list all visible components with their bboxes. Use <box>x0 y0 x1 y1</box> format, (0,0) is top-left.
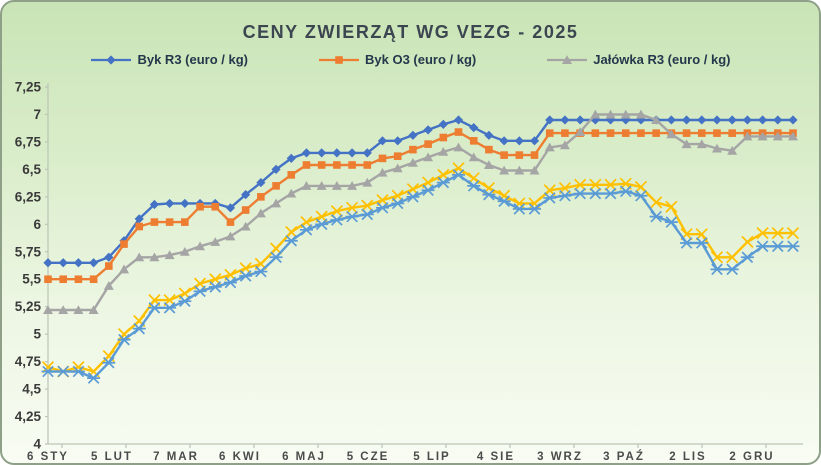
x-axis-label: 3 WRZ <box>537 451 583 463</box>
x-axis-label: 5 LIP <box>413 451 450 463</box>
y-axis: 7,25 7 6,75 6,5 6,25 6 5,75 5,5 5,25 5 4,75 4,5 4,25… <box>15 80 49 452</box>
y-axis-label: 6 <box>33 217 41 232</box>
x-axis-label: 6 KWI <box>219 451 261 463</box>
x-axis-label: 5 LUT <box>91 451 133 463</box>
series-line-unlabeled-yellow <box>46 167 795 373</box>
y-axis-label: 5 <box>33 327 41 342</box>
legend-marker-byk-r3-icon <box>91 54 132 65</box>
x-axis-label: 2 LIS <box>669 451 706 463</box>
x-axis-label: 7 MAR <box>153 451 199 463</box>
x-axis-label: 6 STY <box>27 451 69 463</box>
x-axis: 6 STY 5 LUT 7 MAR 6 KWI 6 MAJ 5 CZE 5 LIP 4 SIE… <box>27 443 803 463</box>
y-axis-label: 6,75 <box>15 134 42 149</box>
y-axis-label: 4,75 <box>15 354 42 369</box>
series-unlabeled-yellow <box>41 162 800 378</box>
x-axis-label: 2 GRU <box>729 451 774 463</box>
x-axis-label: 3 PAŹ <box>603 450 645 463</box>
chart-legend: Byk R3 (euro / kg) Byk O3 (euro / kg) Jałó… <box>2 52 819 67</box>
chart-title: CENY ZWIERZĄT WG VEZG - 2025 <box>242 22 579 42</box>
y-axis-label: 6,5 <box>22 162 41 177</box>
legend-marker-jalowka-r3-icon <box>547 54 588 64</box>
y-axis-label: 7,25 <box>15 80 42 95</box>
y-axis-label: 5,5 <box>22 272 41 287</box>
legend-label-jalowka-r3: Jałówka R3 (euro / kg) <box>593 52 731 67</box>
y-axis-label: 4,25 <box>15 409 42 424</box>
y-axis-label: 4,5 <box>22 382 41 397</box>
x-axis-label: 5 CZE <box>347 451 390 463</box>
series-unlabeled-light-blue <box>41 169 800 384</box>
y-axis-label: 6,25 <box>15 189 42 204</box>
series-line-jalowka-r3 <box>46 113 795 312</box>
legend-item-byk-r3: Byk R3 (euro / kg) <box>90 52 248 67</box>
x-axis-label: 6 MAJ <box>282 451 326 463</box>
legend-item-jalowka-r3: Jałówka R3 (euro / kg) <box>546 52 731 67</box>
y-axis-label: 5,25 <box>15 299 42 314</box>
legend-item-byk-o3: Byk O3 (euro / kg) <box>318 52 476 67</box>
x-axis-label: 4 SIE <box>477 451 515 463</box>
legend-label-byk-r3: Byk R3 (euro / kg) <box>137 52 248 67</box>
y-axis-label: 4 <box>33 437 41 452</box>
y-axis-label: 7 <box>33 107 41 122</box>
legend-marker-byk-o3-icon <box>319 55 359 64</box>
legend-label-byk-o3: Byk O3 (euro / kg) <box>365 52 477 67</box>
series-jalowka-r3 <box>43 109 798 314</box>
series-line-unlabeled-light-blue <box>46 173 795 380</box>
y-axis-label: 5,75 <box>15 244 42 259</box>
